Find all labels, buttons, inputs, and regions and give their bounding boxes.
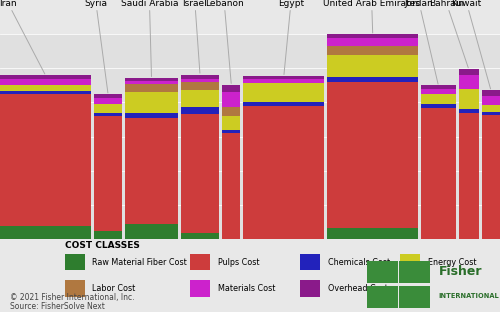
Bar bbox=[65, 254, 85, 270]
Bar bbox=[126, 84, 178, 92]
Bar bbox=[94, 94, 122, 98]
Bar bbox=[421, 94, 456, 104]
Bar bbox=[244, 79, 324, 83]
Bar bbox=[181, 233, 219, 239]
Text: Materials Cost: Materials Cost bbox=[218, 284, 275, 293]
Text: Kuwait: Kuwait bbox=[452, 0, 490, 89]
Bar bbox=[244, 102, 324, 106]
Bar bbox=[65, 280, 85, 297]
Bar bbox=[190, 254, 210, 270]
Bar bbox=[300, 280, 320, 297]
Bar bbox=[421, 85, 456, 89]
Bar bbox=[126, 81, 178, 84]
Bar bbox=[0, 75, 91, 79]
Text: Lebanon: Lebanon bbox=[205, 0, 244, 83]
Text: Israel: Israel bbox=[182, 0, 208, 73]
Bar bbox=[458, 90, 479, 109]
Text: Fisher: Fisher bbox=[438, 265, 482, 278]
Text: United Arab Emirates: United Arab Emirates bbox=[324, 0, 420, 33]
Bar bbox=[482, 95, 500, 105]
Bar bbox=[126, 118, 178, 224]
Bar bbox=[94, 105, 122, 113]
Bar bbox=[126, 224, 178, 239]
Text: Source: FisherSolve Next: Source: FisherSolve Next bbox=[10, 302, 105, 311]
Bar bbox=[367, 261, 398, 283]
Bar bbox=[181, 75, 219, 79]
Bar bbox=[244, 106, 324, 239]
Bar bbox=[328, 56, 418, 77]
Bar bbox=[126, 78, 178, 81]
Bar bbox=[0, 91, 91, 94]
Bar bbox=[399, 286, 430, 308]
Bar bbox=[458, 109, 479, 113]
Text: Bahrain: Bahrain bbox=[429, 0, 468, 68]
Bar bbox=[421, 108, 456, 239]
Text: © 2021 Fisher International, Inc.: © 2021 Fisher International, Inc. bbox=[10, 293, 134, 302]
Bar bbox=[458, 113, 479, 239]
Text: Pulps Cost: Pulps Cost bbox=[218, 258, 259, 267]
Text: Saudi Arabia: Saudi Arabia bbox=[120, 0, 178, 76]
Bar bbox=[0, 79, 91, 85]
Bar bbox=[222, 91, 240, 106]
Text: Overhead Cost: Overhead Cost bbox=[328, 284, 388, 293]
Bar bbox=[244, 83, 324, 102]
Bar bbox=[0, 94, 91, 227]
Bar bbox=[94, 98, 122, 105]
Bar bbox=[126, 113, 178, 118]
Bar bbox=[421, 104, 456, 108]
Text: Syria: Syria bbox=[84, 0, 108, 93]
Text: Jordan: Jordan bbox=[405, 0, 438, 84]
Bar bbox=[222, 133, 240, 239]
Text: Labor Cost: Labor Cost bbox=[92, 284, 136, 293]
Bar bbox=[328, 77, 418, 82]
Bar bbox=[482, 112, 500, 115]
Bar bbox=[190, 280, 210, 297]
Bar bbox=[0, 227, 91, 239]
Bar bbox=[181, 114, 219, 233]
Bar bbox=[458, 75, 479, 90]
Bar bbox=[482, 105, 500, 112]
Bar bbox=[222, 106, 240, 116]
Bar bbox=[400, 254, 420, 270]
Text: COST CLASSES: COST CLASSES bbox=[65, 241, 140, 250]
Bar bbox=[181, 90, 219, 107]
Text: Egypt: Egypt bbox=[278, 0, 304, 75]
Bar bbox=[181, 82, 219, 90]
Bar bbox=[328, 228, 418, 239]
Text: Chemicals Cost: Chemicals Cost bbox=[328, 258, 390, 267]
Text: Energy Cost: Energy Cost bbox=[428, 258, 476, 267]
Bar bbox=[328, 82, 418, 228]
Bar bbox=[399, 261, 430, 283]
Bar bbox=[244, 76, 324, 79]
Bar bbox=[94, 231, 122, 239]
Bar bbox=[482, 90, 500, 95]
Bar bbox=[222, 116, 240, 130]
Bar bbox=[126, 92, 178, 113]
Bar bbox=[458, 69, 479, 75]
Text: Raw Material Fiber Cost: Raw Material Fiber Cost bbox=[92, 258, 187, 267]
Bar bbox=[222, 130, 240, 133]
Bar bbox=[94, 116, 122, 231]
Bar bbox=[328, 46, 418, 56]
Bar bbox=[482, 115, 500, 239]
Bar bbox=[222, 85, 240, 91]
Text: INTERNATIONAL: INTERNATIONAL bbox=[438, 293, 499, 299]
Bar bbox=[0, 85, 91, 91]
Bar bbox=[181, 107, 219, 114]
Bar bbox=[367, 286, 398, 308]
Text: Iran: Iran bbox=[0, 0, 45, 74]
Bar bbox=[94, 113, 122, 116]
Bar bbox=[181, 79, 219, 82]
Bar bbox=[328, 34, 418, 38]
Bar bbox=[328, 38, 418, 46]
Bar bbox=[421, 89, 456, 94]
Bar bbox=[300, 254, 320, 270]
